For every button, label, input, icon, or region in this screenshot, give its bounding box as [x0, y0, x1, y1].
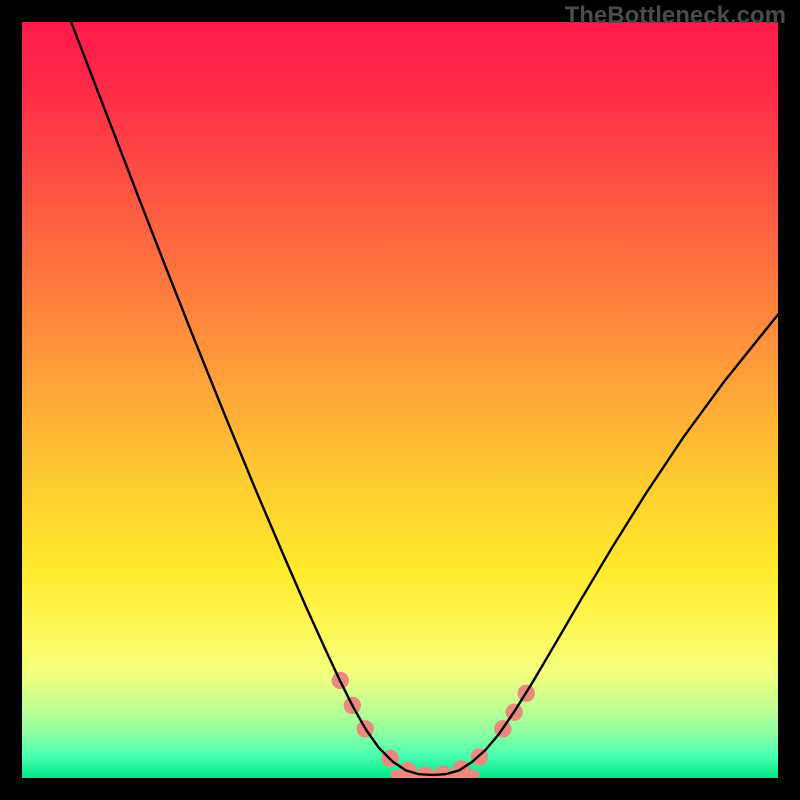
curve-line — [71, 22, 778, 775]
marker-point — [434, 766, 451, 778]
marker-point — [416, 766, 433, 778]
frame-border-right — [778, 0, 800, 800]
watermark-text: TheBottleneck.com — [565, 2, 786, 30]
chart-frame: TheBottleneck.com — [0, 0, 800, 800]
frame-border-left — [0, 0, 22, 800]
frame-border-bottom — [0, 778, 800, 800]
chart-svg — [22, 22, 778, 778]
plot-area — [22, 22, 778, 778]
